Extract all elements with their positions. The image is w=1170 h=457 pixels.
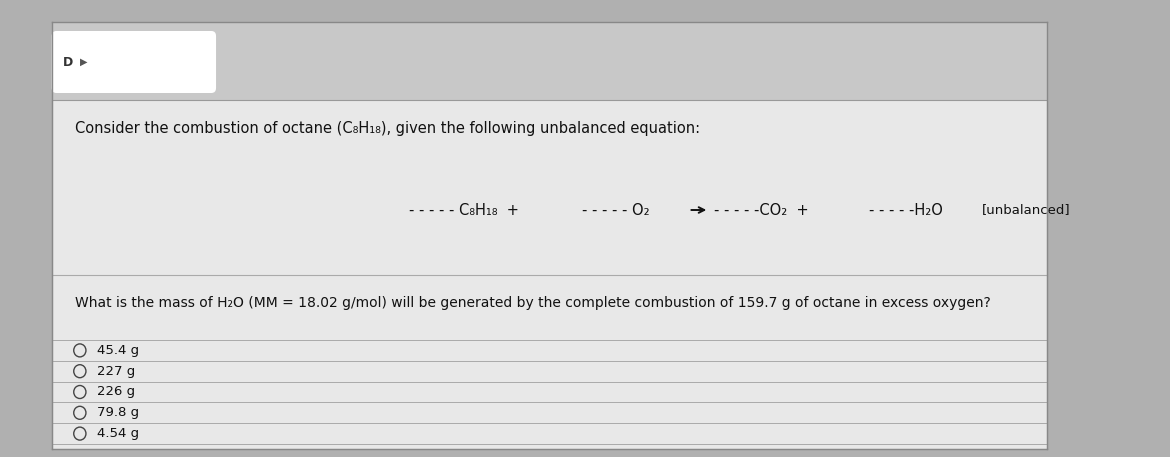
Text: [unbalanced]: [unbalanced]	[982, 203, 1071, 217]
Text: - - - - -H₂O: - - - - -H₂O	[869, 202, 943, 218]
Text: ▶: ▶	[80, 57, 88, 67]
Text: - - - - - C₈H₁₈  +: - - - - - C₈H₁₈ +	[408, 202, 518, 218]
Text: 79.8 g: 79.8 g	[97, 406, 139, 420]
Text: - - - - - O₂: - - - - - O₂	[583, 202, 651, 218]
FancyBboxPatch shape	[51, 31, 216, 93]
Text: What is the mass of H₂O (MM = 18.02 g/mol) will be generated by the complete com: What is the mass of H₂O (MM = 18.02 g/mo…	[75, 296, 991, 310]
Text: 45.4 g: 45.4 g	[97, 344, 139, 357]
Text: 4.54 g: 4.54 g	[97, 427, 139, 440]
Bar	[51, 22, 1047, 100]
Text: 226 g: 226 g	[97, 386, 135, 399]
Text: D: D	[63, 55, 74, 69]
Bar	[51, 100, 1047, 449]
Text: Consider the combustion of octane (C₈H₁₈), given the following unbalanced equati: Consider the combustion of octane (C₈H₁₈…	[75, 121, 701, 135]
Text: - - - - -CO₂  +: - - - - -CO₂ +	[714, 202, 808, 218]
Text: 227 g: 227 g	[97, 365, 135, 377]
